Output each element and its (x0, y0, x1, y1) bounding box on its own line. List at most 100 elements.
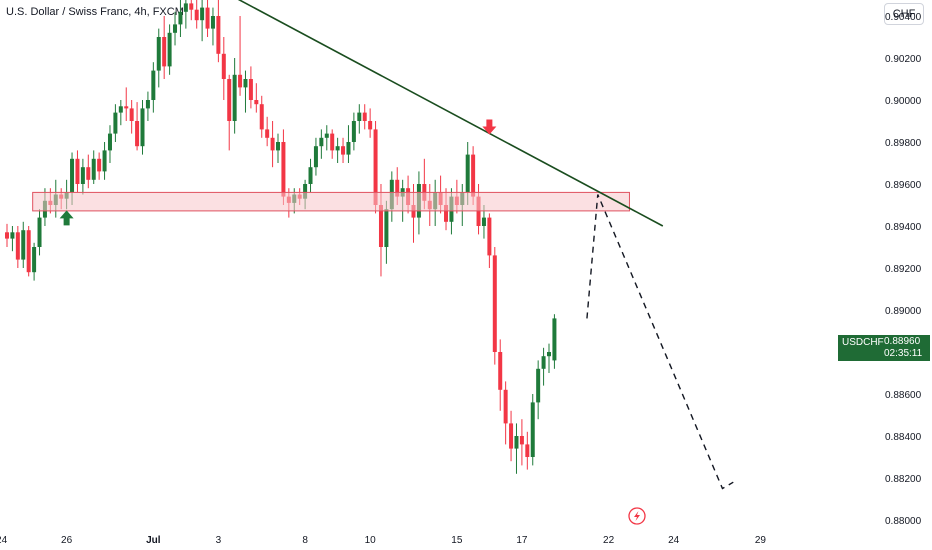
candle (113, 104, 118, 142)
candle-body (10, 232, 15, 239)
candle (362, 104, 367, 130)
candle-body (91, 158, 96, 180)
candle-body (178, 11, 183, 25)
candle (541, 347, 546, 386)
candle-body (129, 108, 134, 121)
price-axis: 0.90400 0.90200 0.90000 0.89800 0.89600 0.894… (885, 12, 922, 527)
candle (536, 360, 541, 420)
time-tick-label: 10 (365, 535, 377, 546)
candle-body (335, 146, 340, 151)
candle-body (124, 106, 129, 109)
candle-body (183, 3, 188, 12)
candle-body (384, 209, 389, 247)
candle (156, 28, 161, 88)
candle-body (303, 184, 308, 199)
candle (547, 343, 551, 373)
candle (530, 394, 535, 466)
time-tick-label: 17 (516, 535, 528, 546)
drawing-overlays (32, 0, 734, 490)
candle-body (102, 150, 107, 172)
candle (26, 226, 31, 277)
candle-body (80, 167, 85, 184)
candle (243, 70, 248, 113)
time-axis: 24 26 Jul 3 8 10 15 17 22 24 29 (0, 535, 766, 546)
time-tick-label: Jul (146, 535, 161, 546)
price-tick-label: 0.88200 (885, 474, 922, 485)
candle-body (205, 7, 210, 29)
projection-path (586, 194, 734, 490)
candle-body (5, 232, 9, 239)
candle (91, 150, 96, 184)
candle-body (86, 167, 91, 180)
candle-body (194, 9, 199, 21)
candle (124, 87, 129, 121)
candle (270, 121, 275, 168)
candle (335, 137, 340, 163)
candle (514, 423, 519, 474)
candle (183, 0, 188, 29)
currency-button[interactable]: CHF (884, 3, 924, 25)
candle-body (113, 112, 118, 134)
candle-body (362, 112, 367, 121)
candles (5, 0, 557, 474)
candle (21, 221, 26, 268)
candle (5, 223, 9, 247)
price-tick-label: 0.90200 (885, 54, 922, 65)
candle (519, 419, 524, 466)
candle-body (536, 368, 541, 403)
candle (216, 0, 221, 63)
last-price-tag: USDCHF 0.88960 02:35:11 (838, 335, 930, 361)
candle-body (492, 255, 497, 352)
candle (357, 104, 362, 134)
time-tick-label: 24 (668, 535, 680, 546)
candle-body (70, 158, 75, 193)
candle-body (346, 142, 351, 155)
candle (254, 83, 259, 113)
time-tick-label: 15 (451, 535, 463, 546)
candle-body (276, 142, 280, 151)
time-tick-label: 8 (302, 535, 308, 546)
time-tick-label: 22 (603, 535, 615, 546)
candle (248, 66, 253, 109)
candle (97, 152, 102, 180)
candle-body (21, 230, 26, 260)
candle-body (151, 70, 156, 100)
candle-body (167, 32, 172, 67)
candle-body (248, 79, 253, 100)
candle (368, 108, 373, 138)
candle-body (232, 74, 237, 121)
candle-body (547, 352, 551, 357)
price-tick-label: 0.88600 (885, 390, 922, 401)
candle (107, 125, 112, 163)
candle (145, 91, 150, 121)
price-tick-label: 0.89600 (885, 180, 922, 191)
candle-body (319, 137, 324, 147)
support-zone (32, 191, 630, 212)
candle-body (259, 104, 264, 130)
candle-body (107, 133, 112, 151)
candle-body (341, 146, 346, 155)
candle (173, 11, 178, 46)
candle-body (238, 74, 243, 88)
lightning-icon[interactable] (628, 507, 646, 525)
candle (232, 58, 237, 134)
candle (194, 0, 199, 29)
candle (227, 74, 232, 151)
candle (308, 158, 313, 193)
candle (276, 133, 280, 163)
candle (86, 154, 91, 189)
candle (552, 314, 557, 369)
candle-body (254, 100, 259, 105)
candle (80, 158, 85, 195)
candle-body (265, 129, 270, 138)
candle (346, 125, 351, 163)
candle-body (395, 179, 400, 197)
candle (37, 209, 42, 256)
candle-body (519, 436, 524, 445)
price-tick-label: 0.89400 (885, 222, 922, 233)
candle (265, 116, 270, 147)
candle (162, 16, 167, 79)
chart-title: U.S. Dollar / Swiss Franc, 4h, FXCM (6, 6, 184, 18)
candle-body (173, 24, 178, 33)
